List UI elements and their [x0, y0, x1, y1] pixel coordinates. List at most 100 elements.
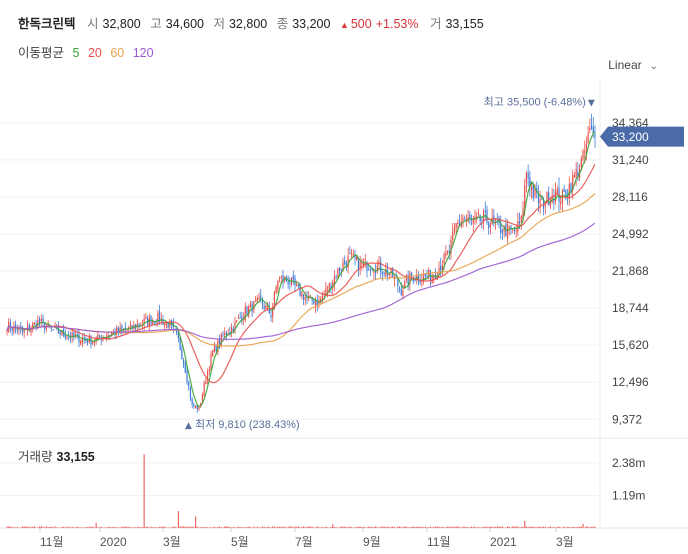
- low-marker-icon: ▲: [185, 421, 192, 431]
- volume-bar: [224, 526, 226, 528]
- candle-body: [32, 323, 34, 330]
- volume-bar: [40, 526, 42, 528]
- volume-bar: [210, 527, 212, 528]
- volume-bar: [431, 527, 433, 528]
- candle-body: [280, 276, 282, 278]
- candle-body: [493, 215, 495, 222]
- volume-bar: [157, 527, 159, 528]
- volume-bar: [553, 527, 555, 528]
- volume-bar: [16, 527, 18, 528]
- candle-body: [229, 332, 231, 334]
- candle-body: [179, 337, 181, 350]
- volume-bar: [301, 527, 303, 528]
- candle-body: [549, 201, 552, 207]
- volume-bar: [50, 526, 53, 528]
- volume-bar: [86, 527, 89, 528]
- volume-bar: [236, 527, 238, 528]
- volume-bar: [234, 527, 236, 528]
- volume-bar: [472, 527, 474, 528]
- candle-body: [244, 307, 246, 321]
- volume-bar: [438, 526, 440, 528]
- candle-body: [400, 289, 402, 295]
- candle-body: [582, 150, 584, 160]
- volume-bar: [150, 526, 152, 528]
- volume-bar: [52, 527, 54, 528]
- volume-value: 33,155: [445, 17, 484, 31]
- volume-bar: [434, 526, 437, 528]
- volume-bar: [525, 526, 528, 528]
- volume-bar: [188, 526, 190, 528]
- candle-body: [292, 275, 294, 280]
- candle-body: [554, 191, 557, 201]
- candle-body: [275, 287, 277, 293]
- volume-bar: [374, 526, 377, 528]
- volume-bar: [560, 527, 562, 528]
- candle-body: [352, 254, 354, 256]
- volume-bar: [244, 527, 246, 528]
- time-tick-label: 2020: [100, 535, 127, 549]
- volume-bar: [109, 526, 111, 528]
- volume-bar: [189, 526, 192, 528]
- candle-body: [484, 210, 486, 213]
- candle-body: [383, 272, 385, 275]
- candle-body: [116, 327, 118, 334]
- candle-body: [251, 303, 253, 312]
- volume-bar: [37, 527, 39, 528]
- change-up-icon: ▲: [339, 20, 349, 30]
- candle-body: [590, 125, 593, 129]
- volume-bar: [392, 526, 394, 528]
- candle-body: [472, 219, 474, 224]
- volume-bar: [76, 526, 78, 528]
- volume-bar: [119, 527, 121, 528]
- candle-body: [349, 253, 351, 255]
- volume-bar: [153, 527, 156, 528]
- candle-body: [71, 332, 73, 338]
- ma-120: 120: [132, 46, 154, 60]
- volume-bar: [145, 526, 147, 528]
- volume-bar: [539, 526, 541, 528]
- close-label: 종: [276, 17, 289, 31]
- candle-body: [592, 126, 594, 134]
- candle-body: [513, 229, 516, 231]
- candle-body: [182, 359, 185, 365]
- volume-bar: [580, 526, 582, 528]
- scale-select[interactable]: Linear ⌄: [608, 58, 658, 72]
- volume-bar: [237, 526, 240, 528]
- volume-bar: [73, 527, 75, 528]
- candle-body: [61, 330, 63, 335]
- candle-body: [176, 328, 178, 334]
- candle-body: [9, 322, 12, 329]
- time-tick-label: 11월: [40, 535, 64, 549]
- volume-bar: [390, 526, 392, 528]
- volume-bar: [140, 527, 142, 528]
- volume-bar: [114, 527, 116, 528]
- volume-bar: [131, 527, 133, 528]
- chevron-down-icon: ⌄: [649, 61, 658, 72]
- volume-bar: [489, 526, 492, 528]
- candle-body: [121, 325, 123, 330]
- volume-bar: [32, 526, 34, 528]
- candle-body: [422, 275, 425, 280]
- volume-bar: [410, 527, 413, 528]
- volume-bar: [21, 526, 24, 528]
- volume-bar: [272, 526, 274, 528]
- volume-bar: [56, 527, 58, 528]
- candle-body: [184, 363, 186, 373]
- volume-bar: [206, 527, 209, 528]
- volume-bar: [422, 527, 425, 528]
- volume-bar: [542, 526, 545, 528]
- candle-body: [191, 398, 193, 405]
- candle-body: [16, 330, 18, 332]
- candle-body: [589, 127, 591, 130]
- volume-bar: [373, 527, 375, 528]
- candle-body: [282, 275, 284, 282]
- volume-bar: [496, 526, 498, 528]
- candle-body: [167, 323, 169, 328]
- volume-bar: [364, 527, 366, 528]
- volume-bar: [13, 527, 15, 528]
- volume-bar: [573, 526, 576, 528]
- volume-bar: [376, 527, 378, 528]
- candle-body: [64, 334, 66, 339]
- volume-bar: [97, 527, 99, 528]
